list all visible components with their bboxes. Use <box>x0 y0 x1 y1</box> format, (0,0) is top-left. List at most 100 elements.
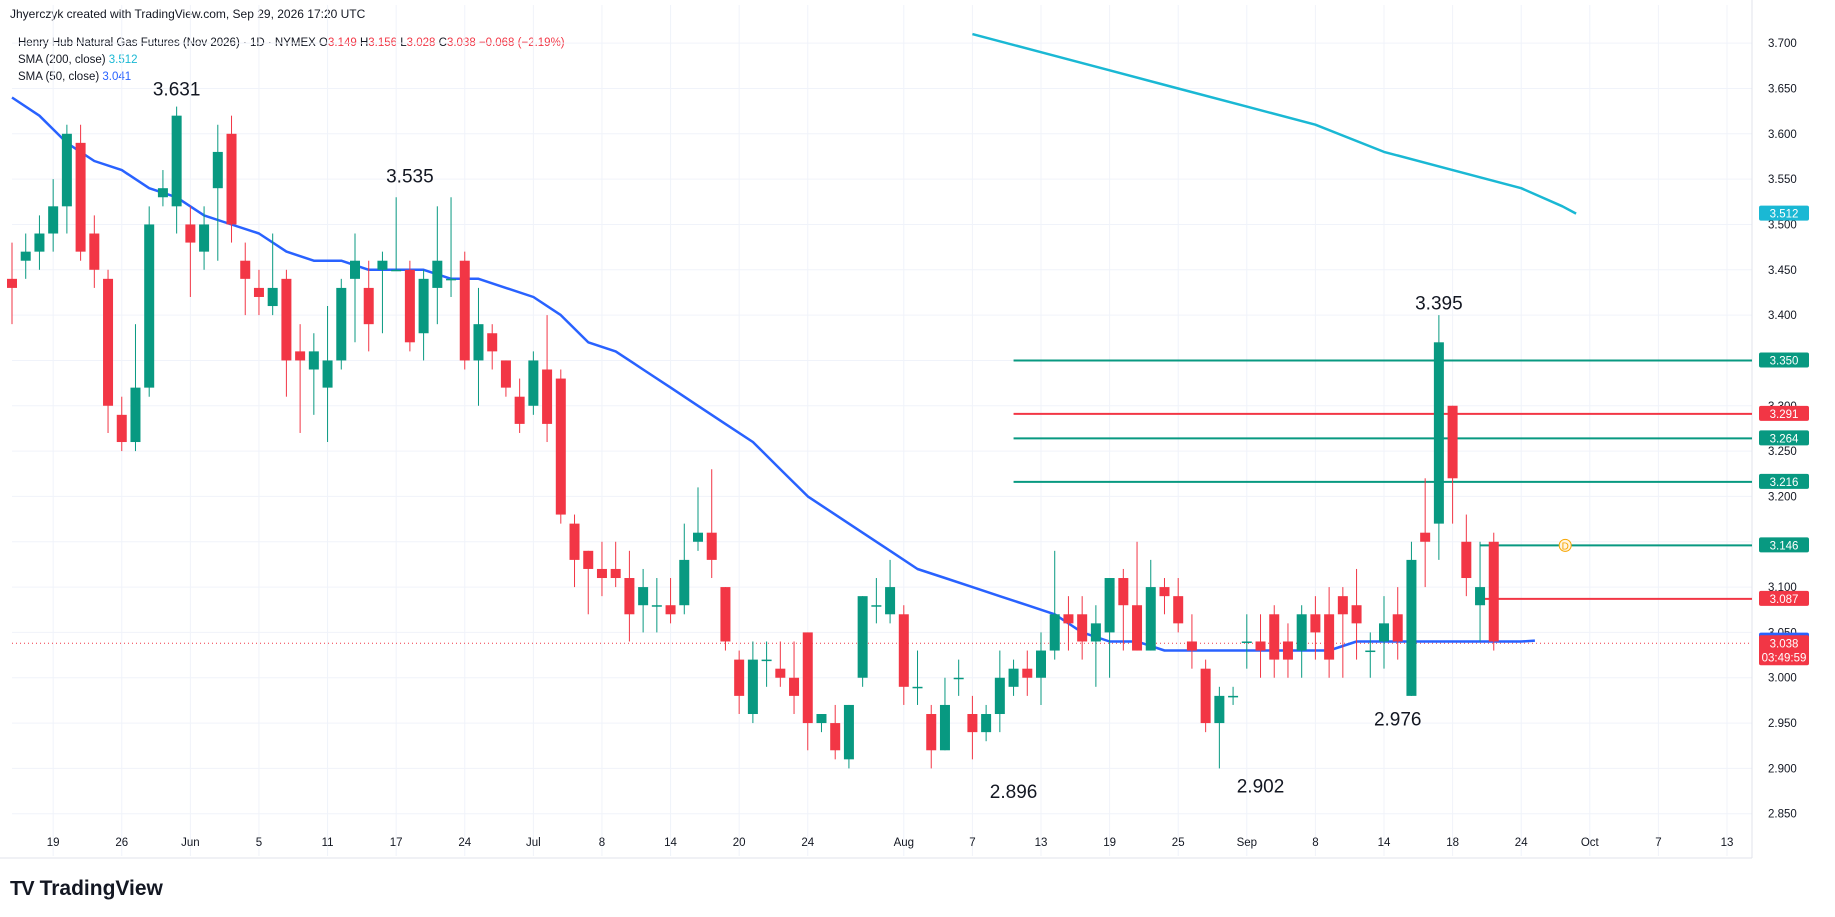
candle-body <box>885 587 896 615</box>
level-tag: 3.087 <box>1770 594 1799 606</box>
time-tick-label: Sep <box>1237 837 1257 849</box>
candle-body <box>20 251 31 261</box>
candle <box>638 568 649 633</box>
candle-body <box>1461 541 1472 579</box>
candles <box>7 106 1499 769</box>
level-tag: 3.146 <box>1770 540 1799 552</box>
candle-body <box>267 287 278 307</box>
candle-body <box>638 587 649 606</box>
candle <box>665 578 676 624</box>
time-tick-label: 20 <box>733 837 746 849</box>
candle-body <box>34 233 45 252</box>
candle-body <box>1173 596 1184 624</box>
candle <box>1269 605 1280 678</box>
candle-body <box>1200 668 1211 724</box>
sma50-value: 3.041 <box>102 71 132 83</box>
candle-body <box>103 278 114 406</box>
candle-body <box>789 677 800 696</box>
tradingview-brand[interactable]: TV TradingView <box>10 877 163 901</box>
candle <box>583 550 594 615</box>
candle <box>1447 405 1458 524</box>
candle-body <box>1324 614 1335 660</box>
sma200-line <box>972 32 1577 215</box>
candle <box>1365 632 1376 678</box>
candle <box>898 605 909 705</box>
time-tick-label: 26 <box>115 837 128 849</box>
candle <box>967 695 978 760</box>
candle-body <box>624 578 635 615</box>
sma50-legend-row[interactable]: SMA (50, close) 3.041 <box>18 69 565 86</box>
level-tag-bg <box>1759 430 1809 446</box>
chart-attribution: Jhyerczyk created with TradingView.com, … <box>10 7 366 21</box>
candle <box>651 578 662 633</box>
candle <box>912 650 923 705</box>
candle-body <box>391 269 402 272</box>
sma200-label: SMA (200, close) <box>18 54 106 66</box>
candle <box>1379 596 1389 669</box>
candle-body <box>802 632 813 724</box>
price-annotation: 3.535 <box>386 167 434 188</box>
candle <box>1077 596 1088 660</box>
candle-body <box>185 224 196 243</box>
candle <box>281 269 292 397</box>
bar-countdown-tag: 03:49:59 <box>1762 652 1807 664</box>
candle <box>1282 623 1293 678</box>
brand-name: TradingView <box>39 877 163 900</box>
candle <box>994 650 1005 733</box>
candle-body <box>720 587 731 642</box>
candle <box>1420 478 1431 588</box>
candle-body <box>1063 614 1074 624</box>
candle <box>226 115 237 243</box>
candle <box>48 179 59 252</box>
candle-body <box>446 278 457 281</box>
candle <box>1433 315 1444 560</box>
candle <box>253 269 264 316</box>
candle-body <box>281 278 292 361</box>
candle <box>157 170 168 207</box>
candle <box>802 632 813 751</box>
candle <box>336 278 347 370</box>
tradingview-logo-icon: TV <box>10 877 35 900</box>
candle <box>843 704 854 769</box>
candle <box>514 378 525 433</box>
indicator-tag-bg <box>1759 205 1809 221</box>
candle-body <box>528 360 539 406</box>
candle <box>1241 614 1252 669</box>
candle-body <box>1269 614 1280 660</box>
price-tick-label: 3.400 <box>1768 310 1797 322</box>
candle <box>446 197 457 297</box>
candle <box>816 714 827 733</box>
candle-body <box>542 369 553 424</box>
time-tick-label: Oct <box>1581 837 1600 849</box>
candle-body <box>857 596 868 678</box>
candle-body <box>1118 578 1129 606</box>
time-tick-label: 14 <box>1378 837 1391 849</box>
candle-body <box>1296 614 1307 651</box>
candle <box>171 106 182 234</box>
candle <box>706 469 717 579</box>
candle-body <box>1255 641 1266 651</box>
time-tick-label: 8 <box>599 837 605 849</box>
candle-body <box>953 677 964 680</box>
candle <box>89 215 100 288</box>
candle-body <box>596 568 607 579</box>
candle <box>830 704 841 760</box>
candle <box>1392 587 1403 660</box>
sma200-value: 3.512 <box>108 54 138 66</box>
level-tag-bg <box>1759 473 1809 489</box>
price-axis: 3.700 3.650 3.600 3.550 3.500 3.450 3.400 3.350… <box>1768 38 1797 821</box>
candle <box>1104 578 1115 678</box>
sma200-legend-row[interactable]: SMA (200, close) 3.512 <box>18 52 565 69</box>
candle <box>734 650 745 715</box>
candle <box>1296 605 1307 678</box>
candle <box>1173 578 1184 633</box>
candle-body <box>610 568 621 579</box>
candle-body <box>130 387 141 443</box>
candle-body <box>295 351 306 361</box>
dividend-marker <box>1558 538 1572 552</box>
candle <box>528 351 539 415</box>
candle <box>761 641 772 687</box>
time-tick-label: 18 <box>1446 837 1459 849</box>
price-tick-label: 2.950 <box>1768 718 1797 730</box>
